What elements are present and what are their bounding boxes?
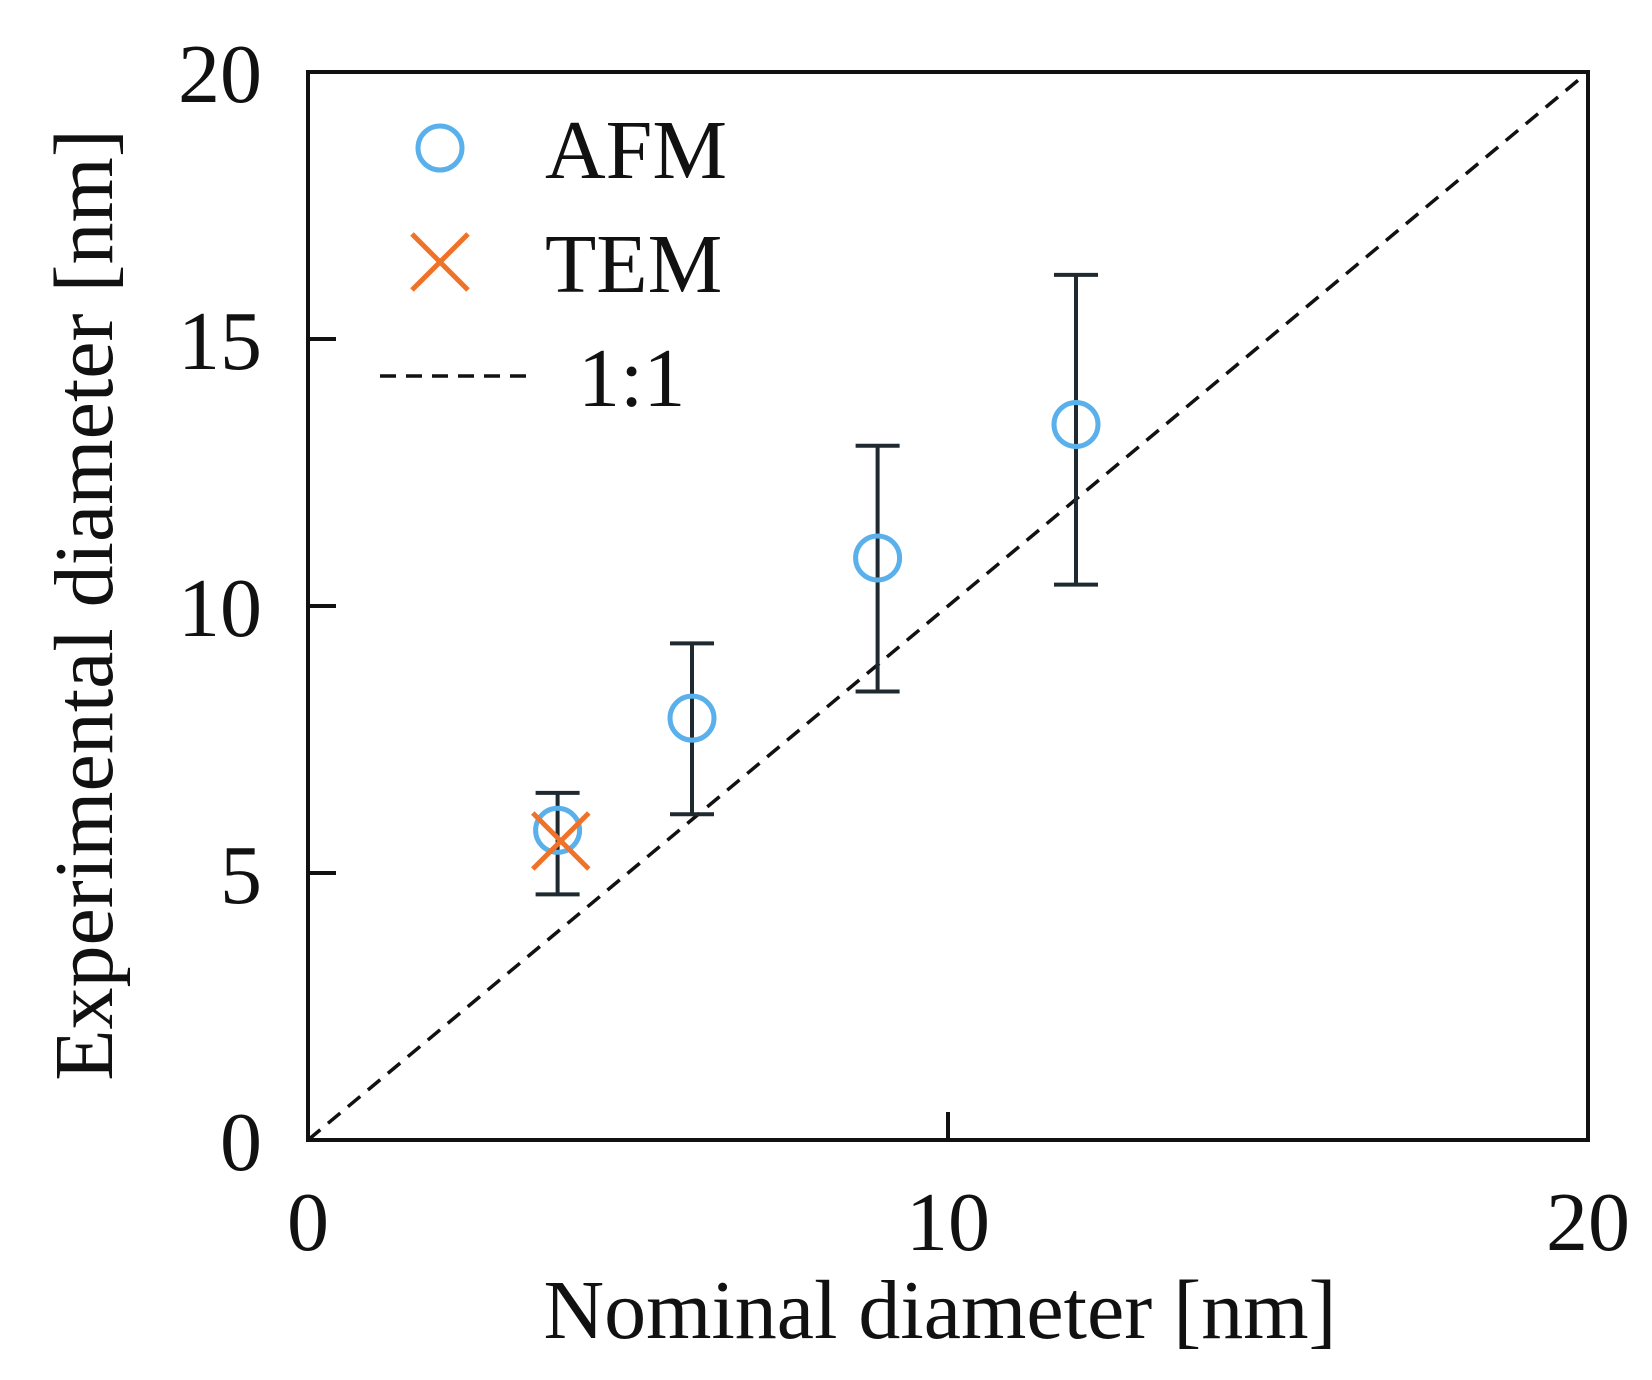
- axes: 0 5 10 15 20 0 10 20: [178, 28, 1630, 1269]
- plot-area: [306, 70, 1590, 1142]
- y-tick-label: 20: [178, 28, 262, 121]
- x-tick-label: 0: [287, 1176, 329, 1269]
- x-tick-label: 10: [906, 1176, 990, 1269]
- legend-label: TEM: [545, 218, 722, 311]
- legend-afm-marker: [415, 123, 465, 173]
- legend-tem-marker: [410, 232, 470, 292]
- x-axis-title: Nominal diameter [nm]: [543, 1264, 1336, 1357]
- legend: AFM TEM 1:1: [380, 104, 727, 425]
- y-tick-label: 10: [178, 562, 262, 655]
- tem-point: [531, 811, 591, 871]
- afm-point: [533, 805, 583, 855]
- y-axis-title: Experimental diameter [nm]: [38, 129, 131, 1081]
- y-tick-label: 15: [178, 295, 262, 388]
- afm-point: [1051, 399, 1101, 449]
- afm-point: [667, 693, 717, 743]
- y-tick-label: 5: [220, 829, 262, 922]
- x-tick-label: 20: [1546, 1176, 1630, 1269]
- one-to-one-line: [306, 70, 1590, 1142]
- error-bar: [855, 443, 900, 694]
- y-tick-label: 0: [220, 1096, 262, 1189]
- error-bar: [670, 641, 714, 817]
- legend-label: 1:1: [578, 332, 685, 425]
- legend-tem-stroke-b: [410, 232, 470, 292]
- legend-label: AFM: [545, 104, 727, 197]
- error-bar: [1054, 272, 1098, 587]
- afm-point: [853, 533, 903, 583]
- tem-point-stroke-b: [531, 811, 591, 871]
